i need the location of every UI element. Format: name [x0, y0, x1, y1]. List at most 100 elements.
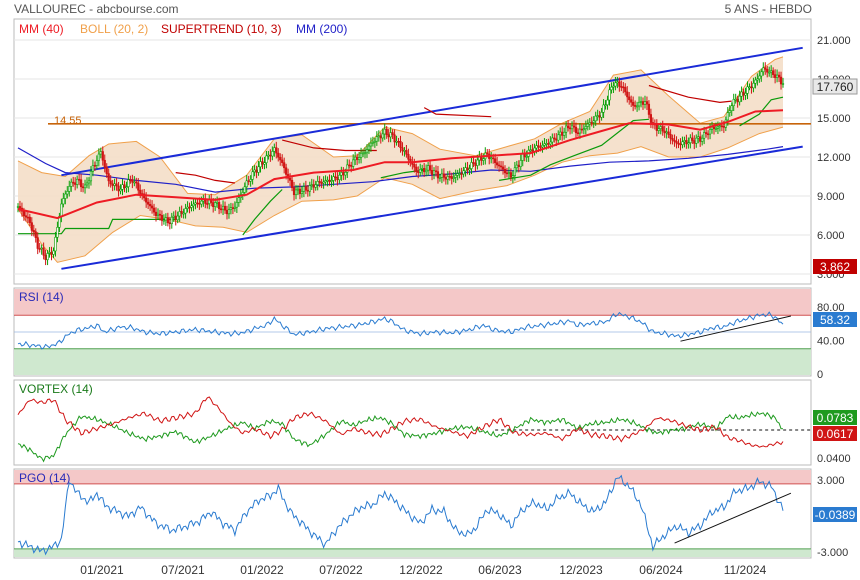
candle-body	[458, 173, 461, 175]
candle-body	[519, 160, 522, 167]
candle-body	[712, 126, 716, 130]
candle-body	[154, 211, 158, 216]
candle-body	[188, 206, 191, 209]
candle-body	[81, 186, 85, 189]
candle-body	[703, 132, 706, 139]
candle-body	[738, 95, 741, 103]
bollinger-upper-line	[17, 56, 784, 196]
candle-body	[263, 162, 266, 165]
candle-body	[225, 209, 229, 215]
candle-body	[440, 173, 444, 178]
candle-body	[91, 165, 95, 172]
candle-body	[320, 182, 323, 184]
candle-body	[168, 222, 171, 225]
candle-body	[223, 205, 227, 211]
candle-body	[547, 143, 550, 145]
candle-body	[180, 211, 183, 214]
candle-body	[336, 177, 339, 181]
candle-body	[515, 164, 518, 169]
supertrend-segment	[739, 96, 784, 127]
candle-body	[460, 173, 463, 175]
candle-body	[665, 131, 668, 134]
candle-body	[265, 155, 268, 164]
candle-body	[559, 131, 562, 136]
candle-body	[214, 202, 217, 207]
candle-body	[172, 215, 175, 218]
bollinger-lower-line	[17, 126, 784, 263]
candle-body	[397, 140, 400, 143]
candle-body	[306, 189, 309, 192]
candle-body	[604, 104, 607, 107]
candle-body	[107, 173, 110, 182]
candle-body	[101, 151, 104, 161]
candle-body	[257, 166, 260, 173]
candle-body	[24, 215, 27, 218]
candle-body	[413, 164, 416, 168]
candle-body	[756, 78, 759, 81]
candle-body	[618, 81, 621, 87]
candle-body	[551, 137, 554, 143]
candle-body	[675, 141, 678, 144]
candle-body	[369, 142, 373, 147]
candle-body	[774, 74, 777, 78]
candle-body	[572, 125, 576, 128]
rsi-value-box	[813, 312, 857, 327]
candle-body	[318, 181, 321, 183]
candle-body	[324, 180, 327, 183]
price-tick-label: 21.000	[817, 35, 851, 47]
vortex-series	[17, 396, 811, 463]
candle-body	[113, 183, 116, 186]
candle-body	[663, 130, 666, 134]
candle-body	[452, 177, 455, 179]
candle-body	[563, 131, 566, 136]
candle-body	[543, 143, 546, 146]
candle-body	[156, 213, 160, 216]
supertrend-segment	[423, 107, 492, 118]
candle-body	[54, 236, 57, 252]
candle-body	[557, 134, 560, 141]
candle-body	[170, 216, 173, 225]
candle-body	[235, 202, 238, 208]
candle-body	[78, 178, 81, 181]
candle-body	[657, 128, 660, 131]
candle-body	[119, 188, 122, 192]
pgo-trendline	[674, 492, 792, 544]
candle-body	[310, 184, 313, 186]
candle-body	[241, 192, 244, 195]
candle-body	[592, 120, 595, 123]
candle-body	[494, 158, 497, 164]
candle-body	[762, 67, 765, 73]
candle-body	[326, 179, 329, 182]
candle-body	[348, 164, 351, 167]
candle-body	[714, 127, 718, 130]
candle-body	[610, 86, 613, 91]
supertrend-segment	[499, 118, 649, 181]
candle-body	[423, 168, 426, 173]
candle-body	[184, 208, 187, 214]
candle-body	[697, 136, 700, 139]
candle-body	[192, 203, 195, 207]
pgo-value-box	[813, 507, 857, 522]
candle-body	[436, 171, 440, 179]
candle-body	[281, 159, 284, 163]
candle-body	[129, 179, 132, 182]
candle-body	[395, 140, 398, 143]
candle-body	[600, 111, 603, 118]
candle-body	[357, 157, 361, 160]
resistance-label: 14.55	[54, 115, 82, 127]
candle-body	[590, 122, 593, 124]
candle-body	[66, 191, 69, 195]
rsi-overbought-zone	[14, 289, 811, 316]
candle-body	[760, 71, 763, 77]
candle-body	[582, 128, 585, 131]
candle-body	[139, 189, 142, 194]
candle-body	[279, 156, 282, 161]
candle-body	[553, 137, 556, 140]
candle-body	[689, 137, 692, 144]
x-tick-label: 12/2023	[559, 563, 603, 577]
candle-body	[76, 178, 79, 185]
rsi-value: 58.32	[820, 313, 850, 327]
candle-body	[643, 101, 647, 105]
candle-body	[425, 169, 428, 173]
